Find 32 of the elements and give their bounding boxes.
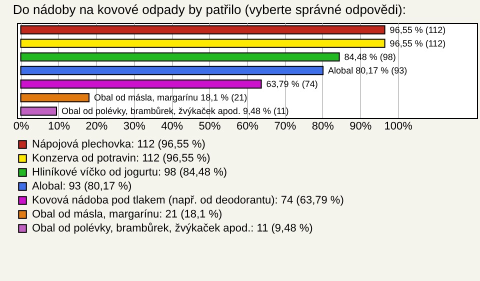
x-tick-label: 100% — [384, 120, 413, 132]
legend-label: Kovová nádoba pod tlakem (např. od deodorantu): 74 (63,79 %) — [32, 194, 344, 206]
legend-label: Alobal: 93 (80,17 %) — [32, 180, 132, 192]
x-tick-label: 60% — [236, 120, 259, 132]
data-label: 96,55 % (112) — [390, 38, 446, 48]
bar — [20, 93, 90, 102]
data-label: Alobal 80,17 % (93) — [328, 66, 408, 76]
x-tick-label: 20% — [86, 120, 108, 132]
x-tick-label: 0% — [13, 120, 30, 132]
legend-label: Obal od másla, margarínu: 21 (18,1 %) — [32, 208, 222, 220]
x-tick-label: 10% — [48, 120, 70, 132]
data-label: 84,48 % (98) — [344, 52, 396, 62]
x-tick-label: 30% — [123, 120, 146, 132]
bar — [20, 66, 324, 76]
data-label: 63,79 % (74) — [266, 79, 318, 90]
data-label: Obal od másla, margarínu 18,1 % (21) — [94, 92, 248, 103]
bar — [20, 80, 262, 89]
x-tick-label: 70% — [274, 120, 296, 132]
x-tick-label: 80% — [312, 120, 334, 132]
x-tick-label: 40% — [161, 120, 184, 132]
chart-title: Do nádoby na kovové odpady by patřilo (vyberte správné odpovědi): — [12, 2, 406, 17]
x-tick-label: 90% — [350, 120, 372, 132]
x-tick-label: 50% — [198, 120, 222, 132]
legend-label: Obal od polévky, brambůrek, žvýkaček apod.: 11 (9,48 %) — [32, 222, 313, 234]
legend-label: Hliníkové víčko od jogurtu: 98 (84,48 %) — [32, 166, 228, 178]
data-label: Obal od polévky, brambůrek, žvýkaček apod. 9,48 % (11) — [62, 106, 289, 116]
data-label: 96,55 % (112) — [390, 24, 446, 35]
bar — [20, 106, 58, 116]
bar — [20, 52, 340, 62]
bar — [20, 38, 386, 48]
legend-label: Nápojová plechovka: 112 (96,55 %) — [32, 138, 206, 150]
legend-label: Konzerva od potravin: 112 (96,55 %) — [32, 152, 210, 164]
